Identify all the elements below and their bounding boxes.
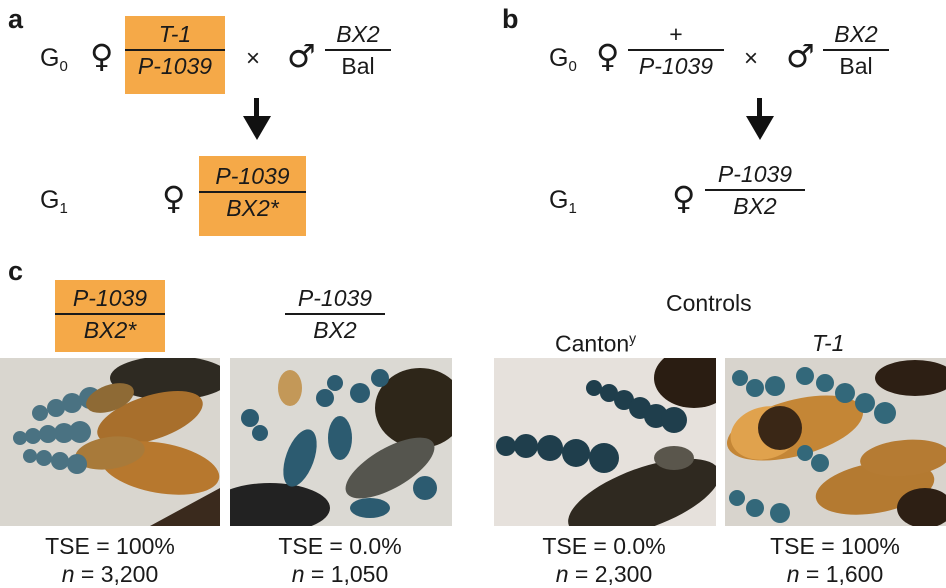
panel-a-g0-label: G0 [40, 44, 68, 75]
panel-c-col1-genotype: P-1039 BX2* [55, 284, 165, 344]
panel-a-g1-genotype-highlight [199, 156, 306, 236]
ovary-micrograph-p1039-bx2-star [0, 358, 220, 526]
tse-value: TSE = 100% [45, 533, 175, 559]
tse-value: TSE = 0.0% [278, 533, 402, 559]
n-value: n = 1,050 [291, 561, 389, 587]
ovary-micrograph-canton-y [494, 358, 716, 526]
panel-a-male-symbol: ♂ [287, 37, 316, 75]
panel-c-col2-caption: TSE = 0.0% n = 1,050 [220, 532, 460, 588]
panel-a-cross-symbol: × [246, 45, 261, 72]
panel-a-g1-label: G1 [40, 186, 68, 217]
panel-a-male-genotype: BX2 Bal [325, 20, 391, 80]
panel-b-arrow-icon [746, 116, 774, 140]
panel-b-female-genotype: + P-1039 [628, 20, 724, 80]
panel-a-female-symbol: ♀ [90, 37, 114, 75]
panel-c-col4-caption: TSE = 100% n = 1,600 [715, 532, 946, 588]
tse-value: TSE = 100% [770, 533, 900, 559]
panel-c-col4-label: T-1 [812, 330, 845, 356]
panel-a-arrow-shaft [254, 98, 259, 118]
panel-a-arrow-icon [243, 116, 271, 140]
panel-b-g1-genotype: P-1039 BX2 [705, 160, 805, 220]
n-value: n = 3,200 [61, 561, 159, 587]
panel-b-cross-symbol: × [744, 45, 759, 72]
panel-a-female-genotype: T-1 P-1039 [125, 20, 225, 80]
ovary-micrograph-t1 [725, 358, 946, 526]
tse-value: TSE = 0.0% [542, 533, 666, 559]
panel-b-g0-label: G0 [549, 44, 577, 75]
panel-a-g1-female-symbol: ♀ [162, 179, 186, 217]
panel-b-female-symbol: ♀ [596, 37, 620, 75]
panel-a-g1-genotype: P-1039 BX2* [199, 162, 306, 222]
panel-c-letter: c [8, 256, 24, 286]
panel-c-col3-caption: TSE = 0.0% n = 2,300 [484, 532, 724, 588]
panel-b-male-symbol: ♂ [786, 37, 815, 75]
panel-c-col3-label: Cantony [555, 330, 637, 357]
n-value: n = 2,300 [555, 561, 653, 587]
panel-c-controls-heading: Controls [666, 290, 752, 316]
panel-c-col2-genotype: P-1039 BX2 [285, 284, 385, 344]
panel-b-letter: b [502, 4, 519, 34]
panel-a-letter: a [8, 4, 24, 34]
panel-c-col1-caption: TSE = 100% n = 3,200 [0, 532, 230, 588]
ovary-micrograph-p1039-bx2 [230, 358, 452, 526]
panel-c-col1-highlight [55, 280, 165, 352]
panel-b-male-genotype: BX2 Bal [823, 20, 889, 80]
panel-b-arrow-shaft [757, 98, 762, 118]
panel-b-g1-female-symbol: ♀ [672, 179, 696, 217]
panel-b-g1-label: G1 [549, 186, 577, 217]
n-value: n = 1,600 [786, 561, 884, 587]
panel-a-female-genotype-highlight [125, 16, 225, 94]
